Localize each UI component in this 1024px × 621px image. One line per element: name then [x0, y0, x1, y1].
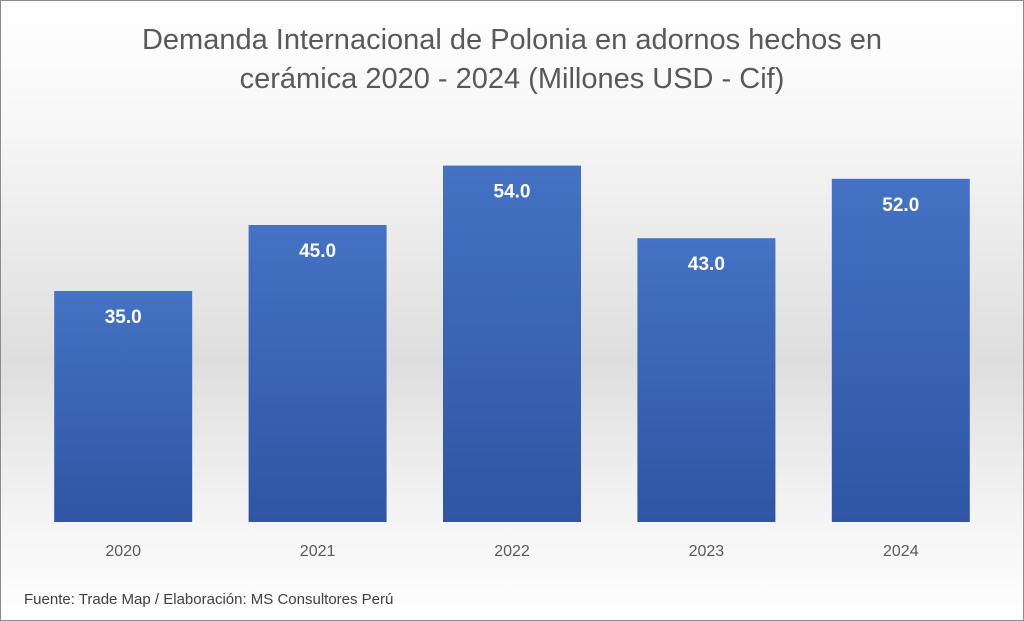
- bar-2024: [831, 178, 970, 523]
- x-tick-label-2023: 2023: [689, 543, 725, 560]
- data-label-2023: 43.0: [688, 254, 725, 275]
- bar-2021: [248, 225, 387, 522]
- chart-title-line-2: cerámica 2020 - 2024 (Millones USD - Cif…: [239, 63, 785, 95]
- source-note: Fuente: Trade Map / Elaboración: MS Cons…: [24, 591, 394, 608]
- x-tick-label-2021: 2021: [300, 543, 336, 560]
- chart-title: Demanda Internacional de Polonia en ador…: [1, 21, 1023, 99]
- data-label-2024: 52.0: [882, 195, 919, 216]
- data-label-2022: 54.0: [494, 182, 531, 203]
- x-tick-label-2022: 2022: [494, 543, 530, 560]
- chart-title-line-1: Demanda Internacional de Polonia en ador…: [141, 24, 883, 56]
- data-label-2021: 45.0: [299, 241, 336, 262]
- data-labels-group: 35.0 45.0 54.0 43.0 52.0: [105, 182, 920, 328]
- bar-2020: [54, 291, 193, 522]
- x-axis-tick-labels: 2020 2021 2022 2023 2024: [105, 543, 918, 560]
- x-tick-label-2020: 2020: [105, 543, 141, 560]
- bars-group: [54, 165, 970, 523]
- x-tick-label-2024: 2024: [883, 543, 919, 560]
- bar-2022: [443, 165, 581, 522]
- bar-2023: [637, 238, 776, 522]
- data-label-2020: 35.0: [105, 307, 142, 328]
